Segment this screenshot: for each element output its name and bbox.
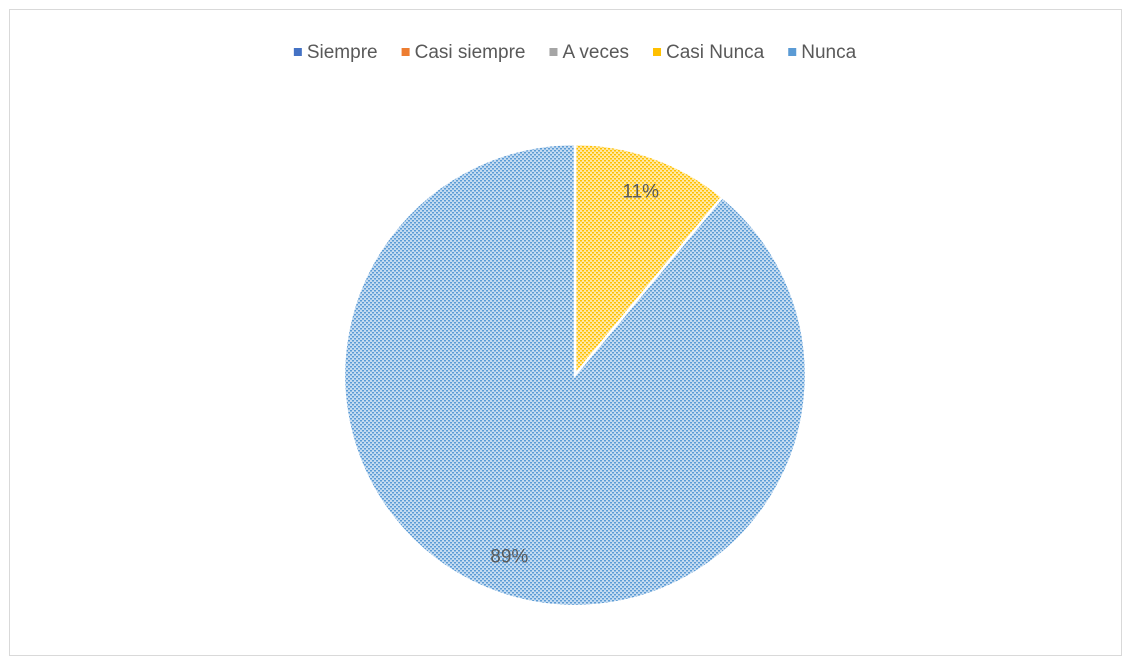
legend-label: A veces [562,42,629,63]
legend-swatch [788,48,797,56]
legend-label: Siempre [307,42,378,63]
pie-slice [342,142,808,608]
pie-slice [573,142,725,379]
legend-label: Nunca [801,42,856,63]
legend-swatch [653,48,662,56]
data-label: 89% [490,547,528,568]
legend-swatch [549,48,558,56]
legend-swatch [293,48,302,56]
legend-label: Casi Nunca [666,42,765,63]
legend-label: Casi siempre [415,42,526,63]
data-label: 11% [622,181,659,202]
legend-swatch [401,48,410,56]
